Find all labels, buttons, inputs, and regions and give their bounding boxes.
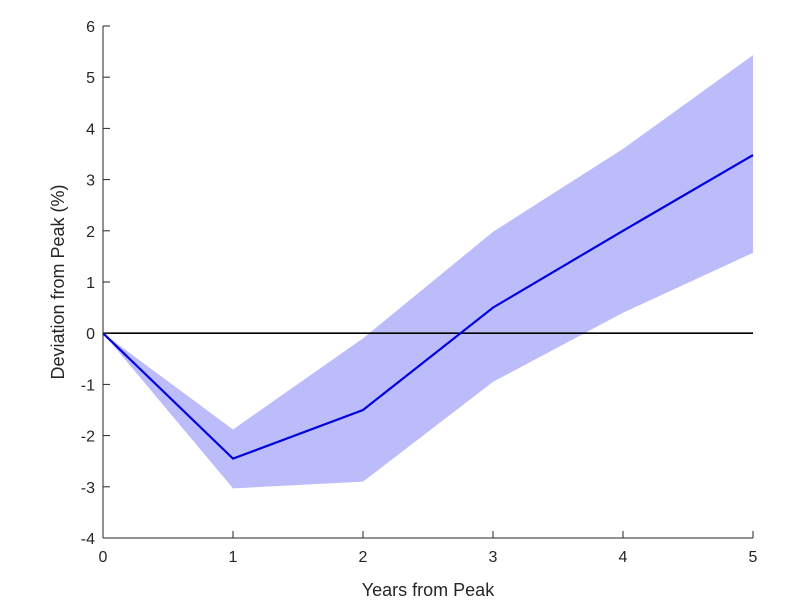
- x-tick-label: 2: [359, 549, 368, 566]
- y-tick-label: -1: [81, 377, 95, 394]
- y-tick-label: 3: [86, 173, 95, 190]
- x-tick-label: 3: [489, 549, 498, 566]
- y-tick-label: -2: [81, 429, 95, 446]
- confidence-band-layer: [103, 55, 753, 489]
- y-axis-label: Deviation from Peak (%): [48, 184, 68, 379]
- y-tick-label: 4: [86, 121, 95, 138]
- y-tick-label: -3: [81, 480, 95, 497]
- confidence-band: [103, 55, 753, 489]
- series-line: [102, 154, 754, 460]
- y-tick-label: 5: [86, 70, 95, 87]
- x-ticks: 0 1 2 3 4 5: [99, 531, 758, 566]
- x-tick-label: 5: [749, 549, 758, 566]
- x-tick-label: 1: [229, 549, 238, 566]
- y-tick-label: 6: [86, 19, 95, 36]
- x-tick-label: 0: [99, 549, 108, 566]
- y-tick-label: 1: [86, 275, 95, 292]
- y-tick-label: 0: [86, 326, 95, 343]
- y-tick-label: 2: [86, 224, 95, 241]
- y-tick-label: -4: [81, 531, 95, 548]
- x-tick-label: 4: [619, 549, 628, 566]
- x-axis-label: Years from Peak: [362, 580, 495, 600]
- y-ticks: -4 -3 -2 -1 0 1 2 3 4 5 6: [81, 19, 110, 548]
